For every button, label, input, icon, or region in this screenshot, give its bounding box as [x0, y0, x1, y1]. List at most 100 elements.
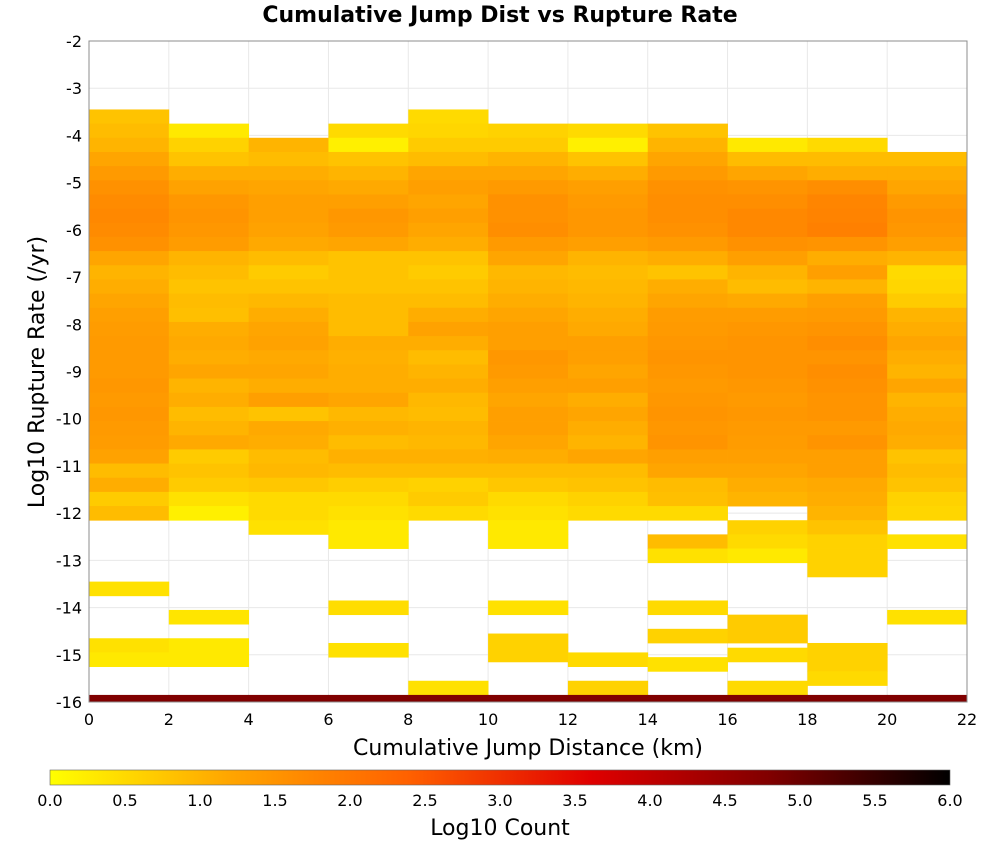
heatmap-cell [887, 279, 968, 294]
x-tick-label: 16 [717, 710, 737, 729]
heatmap-cell [488, 180, 569, 195]
heatmap-cell [408, 491, 489, 507]
heatmap-cell [647, 506, 728, 521]
heatmap-cell [328, 336, 409, 351]
heatmap-cell [887, 293, 968, 309]
heatmap-cell [887, 251, 968, 266]
heatmap-cell [89, 463, 170, 479]
heatmap-cell [408, 694, 489, 703]
heatmap-cell [887, 336, 968, 351]
heatmap-cell [567, 378, 649, 394]
heatmap-cell [647, 364, 728, 379]
heatmap-cell [248, 463, 329, 479]
heatmap-cell [89, 364, 170, 379]
y-tick-label: -5 [66, 174, 82, 193]
heatmap-cell [887, 435, 968, 450]
heatmap-cell [248, 350, 329, 365]
heatmap-cell [647, 293, 728, 309]
heatmap-cell [488, 463, 569, 479]
heatmap-cell [408, 222, 489, 238]
heatmap-cell [727, 534, 808, 549]
heatmap-cell [567, 321, 649, 337]
heatmap-cell [887, 392, 968, 408]
heatmap-cell [328, 137, 409, 153]
heatmap-cell [488, 378, 569, 394]
heatmap-cell [328, 350, 409, 365]
heatmap-cell [408, 236, 489, 252]
heatmap-cell [807, 180, 888, 195]
heatmap-cell [328, 166, 409, 181]
heatmap-cell [887, 194, 968, 210]
heatmap-cell [647, 321, 728, 337]
heatmap-cell [567, 392, 649, 408]
heatmap-cell [168, 123, 250, 139]
heatmap-cell [248, 694, 329, 703]
heatmap-cell [248, 251, 329, 266]
heatmap-cell [248, 520, 329, 535]
heatmap-cell [807, 642, 888, 658]
heatmap-cell [408, 279, 489, 294]
heatmap-cell [248, 491, 329, 507]
heatmap-cell [647, 166, 728, 181]
heatmap-cell [248, 222, 329, 238]
heatmap-cell [168, 652, 250, 667]
heatmap-cell [887, 222, 968, 238]
colorbar-tick-label: 1.0 [187, 791, 212, 810]
x-tick-label: 6 [323, 710, 333, 729]
heatmap-cell [89, 336, 170, 351]
heatmap-cell [887, 321, 968, 337]
y-tick-label: -9 [66, 363, 82, 382]
heatmap-cell [89, 506, 170, 521]
heatmap-cell [408, 194, 489, 210]
heatmap-cell [488, 406, 569, 422]
heatmap-cell [807, 506, 888, 521]
heatmap-cell [248, 506, 329, 521]
heatmap-cell [647, 534, 728, 549]
heatmap-cell [168, 392, 250, 408]
heatmap-cell [807, 694, 888, 703]
heatmap-cell [248, 406, 329, 422]
y-tick-label: -3 [66, 79, 82, 98]
colorbar-tick-label: 3.5 [562, 791, 587, 810]
heatmap-cell [488, 137, 569, 153]
heatmap-cell [168, 463, 250, 479]
heatmap-cell [328, 520, 409, 535]
heatmap-cell [89, 638, 170, 653]
heatmap-cell [408, 449, 489, 464]
heatmap-cell [727, 491, 808, 507]
heatmap-cell [807, 435, 888, 450]
heatmap-cell [887, 609, 968, 625]
heatmap-cell [727, 694, 808, 703]
heatmap-cell [567, 435, 649, 450]
heatmap-cell [807, 392, 888, 408]
colorbar-tick-label: 5.0 [787, 791, 812, 810]
chart-title: Cumulative Jump Dist vs Rupture Rate [262, 3, 737, 28]
heatmap-cell [328, 279, 409, 294]
heatmap-cell [488, 166, 569, 181]
heatmap-cell [408, 406, 489, 422]
heatmap-cell [887, 506, 968, 521]
heatmap-cell [727, 449, 808, 464]
heatmap-cell [727, 321, 808, 337]
heatmap-cell [168, 137, 250, 153]
heatmap-cell [328, 406, 409, 422]
heatmap-cell [248, 166, 329, 181]
heatmap-cell [488, 336, 569, 351]
heatmap-cell [168, 293, 250, 309]
heatmap-cell [807, 562, 888, 578]
x-tick-label: 8 [403, 710, 413, 729]
heatmap-cell [248, 435, 329, 450]
heatmap-cell [488, 647, 569, 663]
heatmap-cell [89, 180, 170, 195]
heatmap-cell [727, 628, 808, 644]
heatmap-cell [328, 491, 409, 507]
y-tick-label: -14 [56, 599, 82, 618]
heatmap-cell [328, 477, 409, 493]
heatmap-cell [807, 222, 888, 238]
heatmap-cell [89, 449, 170, 464]
heatmap-cell [647, 463, 728, 479]
heatmap-cell [248, 194, 329, 210]
heatmap-cell [168, 421, 250, 436]
heatmap-cell [647, 336, 728, 351]
heatmap-cell [89, 265, 170, 280]
